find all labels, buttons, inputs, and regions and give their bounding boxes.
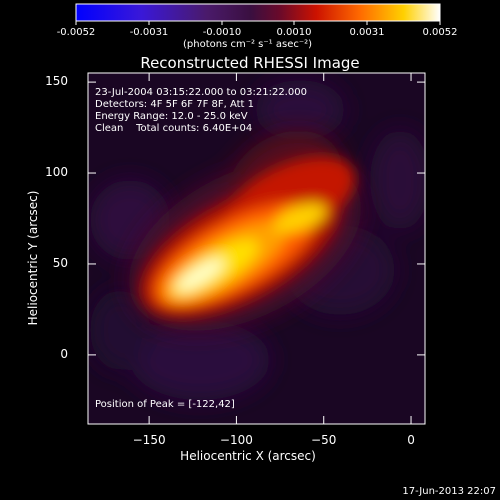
axes-box bbox=[87, 72, 426, 425]
colorbar-tick: -0.0031 bbox=[129, 27, 169, 38]
faint-emission bbox=[370, 130, 425, 230]
colorbar-tick: 0.0010 bbox=[276, 27, 312, 38]
y-tick-label: 50 bbox=[52, 255, 68, 270]
colorbar-unit: (photons cm⁻² s⁻¹ asec⁻²) bbox=[183, 39, 313, 50]
colorbar-tick: -0.0052 bbox=[56, 27, 96, 38]
y-axis-label: Heliocentric Y (arcsec) bbox=[26, 190, 40, 326]
info-line-3: Energy Range: 12.0 - 25.0 keV bbox=[95, 111, 248, 122]
x-tick-label: −150 bbox=[132, 433, 166, 447]
info-line-4: Clean Total counts: 6.40E+04 bbox=[95, 123, 253, 134]
footer-date: 17-Jun-2013 22:07 bbox=[402, 486, 496, 497]
y-tick-label: 100 bbox=[45, 165, 68, 180]
x-tick-label: 0 bbox=[407, 433, 415, 447]
x-tick-label: −100 bbox=[219, 433, 253, 447]
info-line-2: Detectors: 4F 5F 6F 7F 8F, Att 1 bbox=[95, 99, 255, 110]
colorbar-tick: 0.0031 bbox=[349, 27, 385, 38]
source-yellow bbox=[273, 203, 327, 233]
faint-emission bbox=[255, 80, 345, 140]
y-tick-label: 150 bbox=[45, 74, 68, 89]
y-tick-label: 0 bbox=[60, 346, 68, 361]
source-core bbox=[175, 258, 225, 292]
info-line-1: 23-Jul-2004 03:15:22.000 to 03:21:22.000 bbox=[95, 87, 307, 98]
x-axis-label: Heliocentric X (arcsec) bbox=[180, 449, 316, 463]
chart-title: Reconstructed RHESSI Image bbox=[140, 54, 360, 72]
faint-emission bbox=[90, 290, 150, 370]
colorbar-gradient bbox=[75, 3, 441, 22]
x-tick-label: −50 bbox=[311, 433, 337, 447]
colorbar-tick: 0.0052 bbox=[422, 27, 458, 38]
faint-emission bbox=[130, 320, 270, 400]
colorbar bbox=[75, 3, 441, 25]
colorbar-tick: -0.0010 bbox=[202, 27, 242, 38]
peak-position: Position of Peak = [-122,42] bbox=[95, 399, 235, 410]
